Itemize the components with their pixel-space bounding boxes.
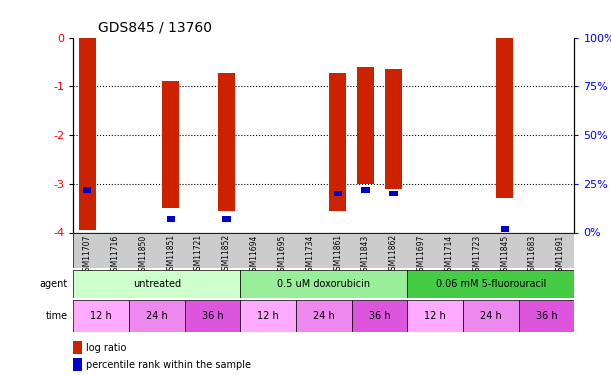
Bar [463,300,519,332]
Text: GSM11852: GSM11852 [222,234,231,275]
Text: 24 h: 24 h [146,311,167,321]
Bar [361,187,370,192]
Text: GSM11691: GSM11691 [556,234,565,276]
Text: GSM11694: GSM11694 [250,234,258,276]
Bar [496,38,513,198]
Bar [240,300,296,332]
Bar [389,190,398,196]
Bar [329,73,346,211]
Bar [408,270,574,298]
Text: 12 h: 12 h [424,311,446,321]
Bar [73,358,82,371]
Text: 36 h: 36 h [536,311,557,321]
Text: GSM11861: GSM11861 [333,234,342,275]
Bar [218,73,235,211]
Bar [129,300,185,332]
Bar [83,187,92,192]
Text: GSM11707: GSM11707 [82,234,92,276]
Text: GSM11683: GSM11683 [528,234,537,276]
Text: 12 h: 12 h [90,311,112,321]
Bar [73,270,240,298]
Text: GDS845 / 13760: GDS845 / 13760 [98,21,213,35]
Bar [334,190,342,196]
Bar [408,300,463,332]
Text: log ratio: log ratio [86,343,126,352]
Text: GSM11850: GSM11850 [139,234,147,276]
Bar [167,216,175,222]
Text: GSM11697: GSM11697 [417,234,426,276]
Text: GSM11843: GSM11843 [361,234,370,276]
Text: agent: agent [40,279,68,289]
Bar [73,300,129,332]
Text: percentile rank within the sample: percentile rank within the sample [86,360,251,369]
Bar [352,300,408,332]
Bar [73,341,82,354]
Bar [519,300,574,332]
Text: 24 h: 24 h [313,311,335,321]
Bar [500,226,509,231]
Bar [79,38,95,230]
Text: 0.5 uM doxorubicin: 0.5 uM doxorubicin [277,279,370,289]
Text: GSM11845: GSM11845 [500,234,509,276]
Bar [240,270,408,298]
Text: GSM11851: GSM11851 [166,234,175,275]
Text: GSM11734: GSM11734 [306,234,315,276]
Bar [357,67,374,184]
Bar [296,300,352,332]
Text: GSM11716: GSM11716 [111,234,120,276]
Text: 12 h: 12 h [257,311,279,321]
Text: time: time [46,311,68,321]
Text: GSM11862: GSM11862 [389,234,398,275]
Text: GSM11695: GSM11695 [277,234,287,276]
Text: 36 h: 36 h [368,311,390,321]
Bar [222,216,230,222]
Text: GSM11723: GSM11723 [472,234,481,276]
Text: untreated: untreated [133,279,181,289]
Bar [163,81,179,208]
Text: 36 h: 36 h [202,311,223,321]
Bar [385,69,402,189]
Text: GSM11714: GSM11714 [445,234,453,276]
Text: 24 h: 24 h [480,311,502,321]
Text: GSM11721: GSM11721 [194,234,203,275]
Bar [185,300,240,332]
Text: 0.06 mM 5-fluorouracil: 0.06 mM 5-fluorouracil [436,279,546,289]
